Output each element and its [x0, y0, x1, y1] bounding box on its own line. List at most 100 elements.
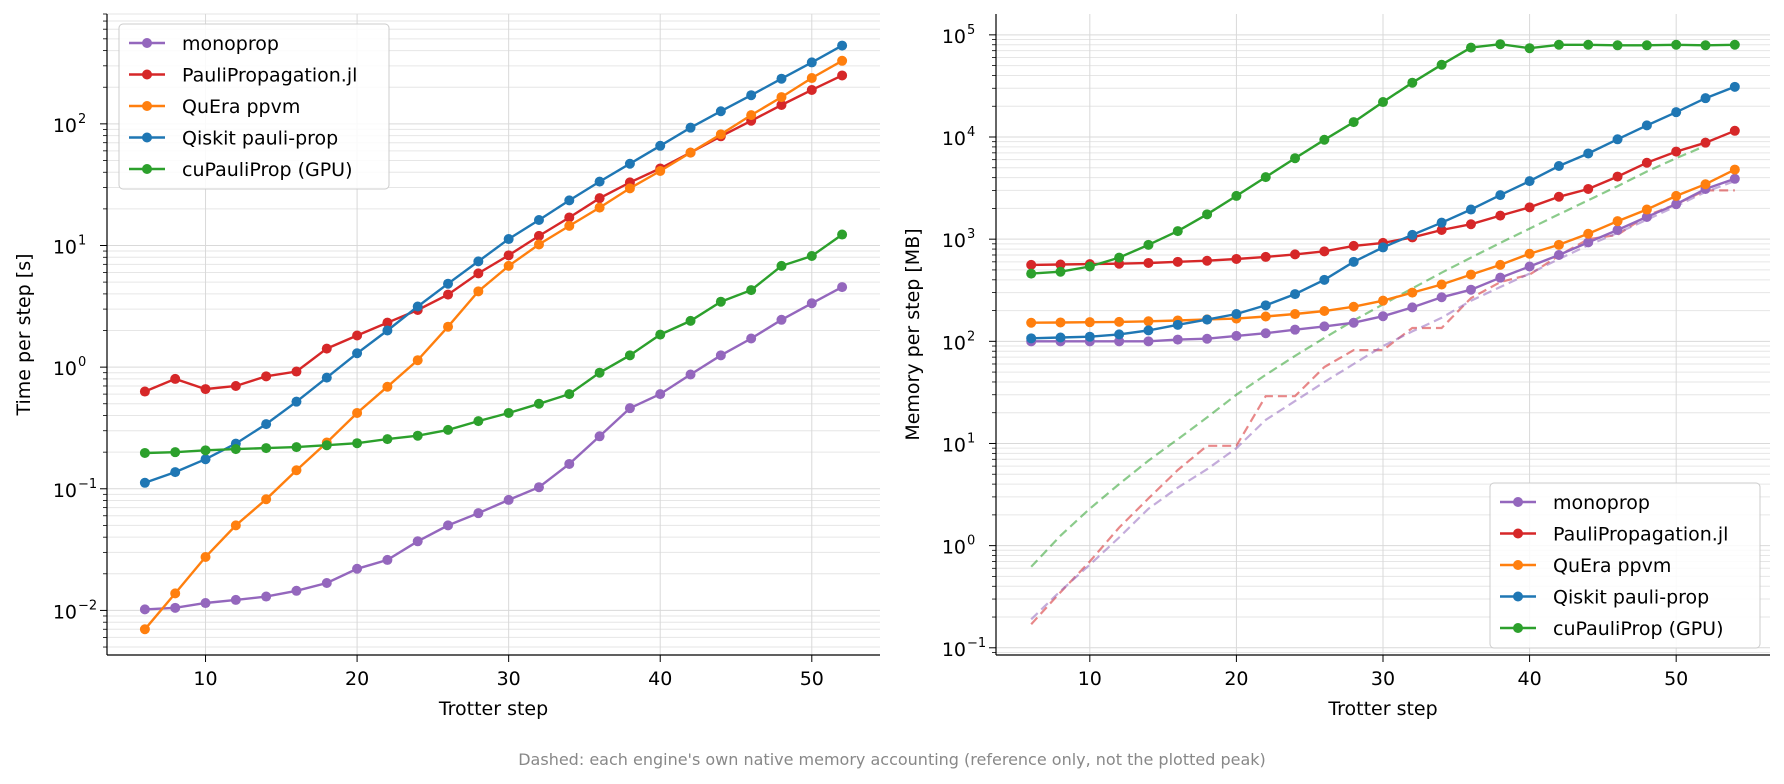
data-point — [1055, 259, 1066, 270]
data-point — [685, 147, 696, 158]
legend-marker — [1513, 528, 1523, 539]
data-point — [533, 398, 544, 409]
data-point — [1026, 317, 1037, 328]
legend-label: PauliPropagation.jl — [182, 65, 357, 87]
data-point — [1172, 256, 1183, 267]
data-point — [1465, 42, 1476, 53]
data-point — [776, 314, 787, 325]
y-tick-exponent: 3 — [967, 227, 975, 242]
data-point — [564, 212, 575, 223]
series-line — [144, 233, 843, 455]
data-point — [1319, 134, 1330, 145]
data-point — [1143, 336, 1154, 347]
data-point — [473, 286, 484, 297]
data-point — [1671, 39, 1682, 50]
data-point — [594, 193, 605, 204]
data-point — [1407, 302, 1418, 313]
data-point — [1671, 190, 1682, 201]
data-point — [1436, 217, 1447, 228]
data-point — [503, 407, 514, 418]
x-tick-label: 10 — [1078, 668, 1102, 690]
data-point — [443, 424, 454, 435]
data-point — [655, 389, 666, 400]
x-tick-label: 50 — [800, 668, 824, 690]
data-point — [230, 444, 241, 455]
data-point — [1026, 333, 1037, 344]
data-point — [1026, 268, 1037, 279]
data-point — [1172, 319, 1183, 330]
data-point — [1143, 316, 1154, 327]
data-point — [655, 140, 666, 151]
data-point — [1495, 210, 1506, 221]
x-tick-label: 20 — [1224, 668, 1248, 690]
data-point — [1055, 266, 1066, 277]
data-point — [382, 554, 393, 565]
data-point — [412, 430, 423, 441]
data-point — [1553, 39, 1564, 50]
data-point — [261, 443, 272, 454]
y-tick-exponent: 1 — [78, 233, 86, 248]
data-point — [352, 563, 363, 574]
y-tick-exponent: −2 — [78, 598, 97, 613]
data-point — [1700, 93, 1711, 104]
data-point — [1084, 317, 1095, 328]
data-point — [655, 329, 666, 340]
data-point — [624, 183, 635, 194]
data-point — [1553, 239, 1564, 250]
data-point — [715, 129, 726, 140]
data-point — [746, 333, 757, 344]
data-point — [1465, 284, 1476, 295]
data-point — [1671, 199, 1682, 210]
legend-label: monoprop — [182, 33, 279, 55]
data-point — [1055, 332, 1066, 343]
data-point — [139, 477, 150, 488]
y-axis-label: Memory per step [MB] — [902, 228, 924, 440]
data-point — [321, 440, 332, 451]
y-tick-label: 10 — [53, 115, 77, 137]
data-point — [806, 250, 817, 261]
data-point — [1202, 314, 1213, 325]
data-point — [1260, 300, 1271, 311]
data-point — [1084, 261, 1095, 272]
data-point — [1378, 295, 1388, 306]
data-point — [1524, 43, 1535, 54]
data-point — [200, 454, 211, 465]
data-point — [200, 551, 211, 562]
data-point — [837, 40, 848, 51]
y-tick-label: 10 — [942, 128, 966, 150]
data-point — [139, 386, 150, 397]
data-point — [1671, 107, 1682, 118]
data-point — [1583, 228, 1594, 239]
data-point — [200, 598, 211, 609]
data-point — [1700, 137, 1711, 148]
data-point — [1348, 317, 1359, 328]
data-point — [261, 591, 272, 602]
data-point — [1114, 336, 1125, 347]
x-tick-label: 30 — [497, 668, 521, 690]
data-point — [1729, 125, 1740, 136]
data-point — [715, 106, 726, 117]
data-point — [746, 110, 757, 121]
legend-label: Qiskit pauli-prop — [182, 128, 338, 150]
data-point — [1612, 40, 1623, 51]
data-point — [1612, 171, 1623, 182]
data-point — [594, 431, 605, 442]
y-axis-label: Time per step [s] — [13, 253, 35, 416]
data-point — [1524, 261, 1535, 272]
legend: monoprop PauliPropagation.jl QuEra ppvm Qis… — [118, 23, 390, 190]
data-point — [594, 202, 605, 213]
footnote: Dashed: each engine's own native memory … — [518, 750, 1266, 769]
data-point — [291, 366, 302, 377]
data-point — [776, 92, 787, 103]
data-point — [776, 73, 787, 84]
data-point — [1319, 306, 1330, 317]
data-point — [352, 348, 363, 359]
data-point — [1495, 272, 1506, 283]
data-point — [1553, 161, 1564, 172]
legend-label: monoprop — [1553, 492, 1650, 514]
dashed-reference-line — [1030, 144, 1706, 568]
data-point — [443, 278, 454, 289]
legend-marker — [142, 38, 152, 48]
data-point — [1114, 252, 1125, 263]
